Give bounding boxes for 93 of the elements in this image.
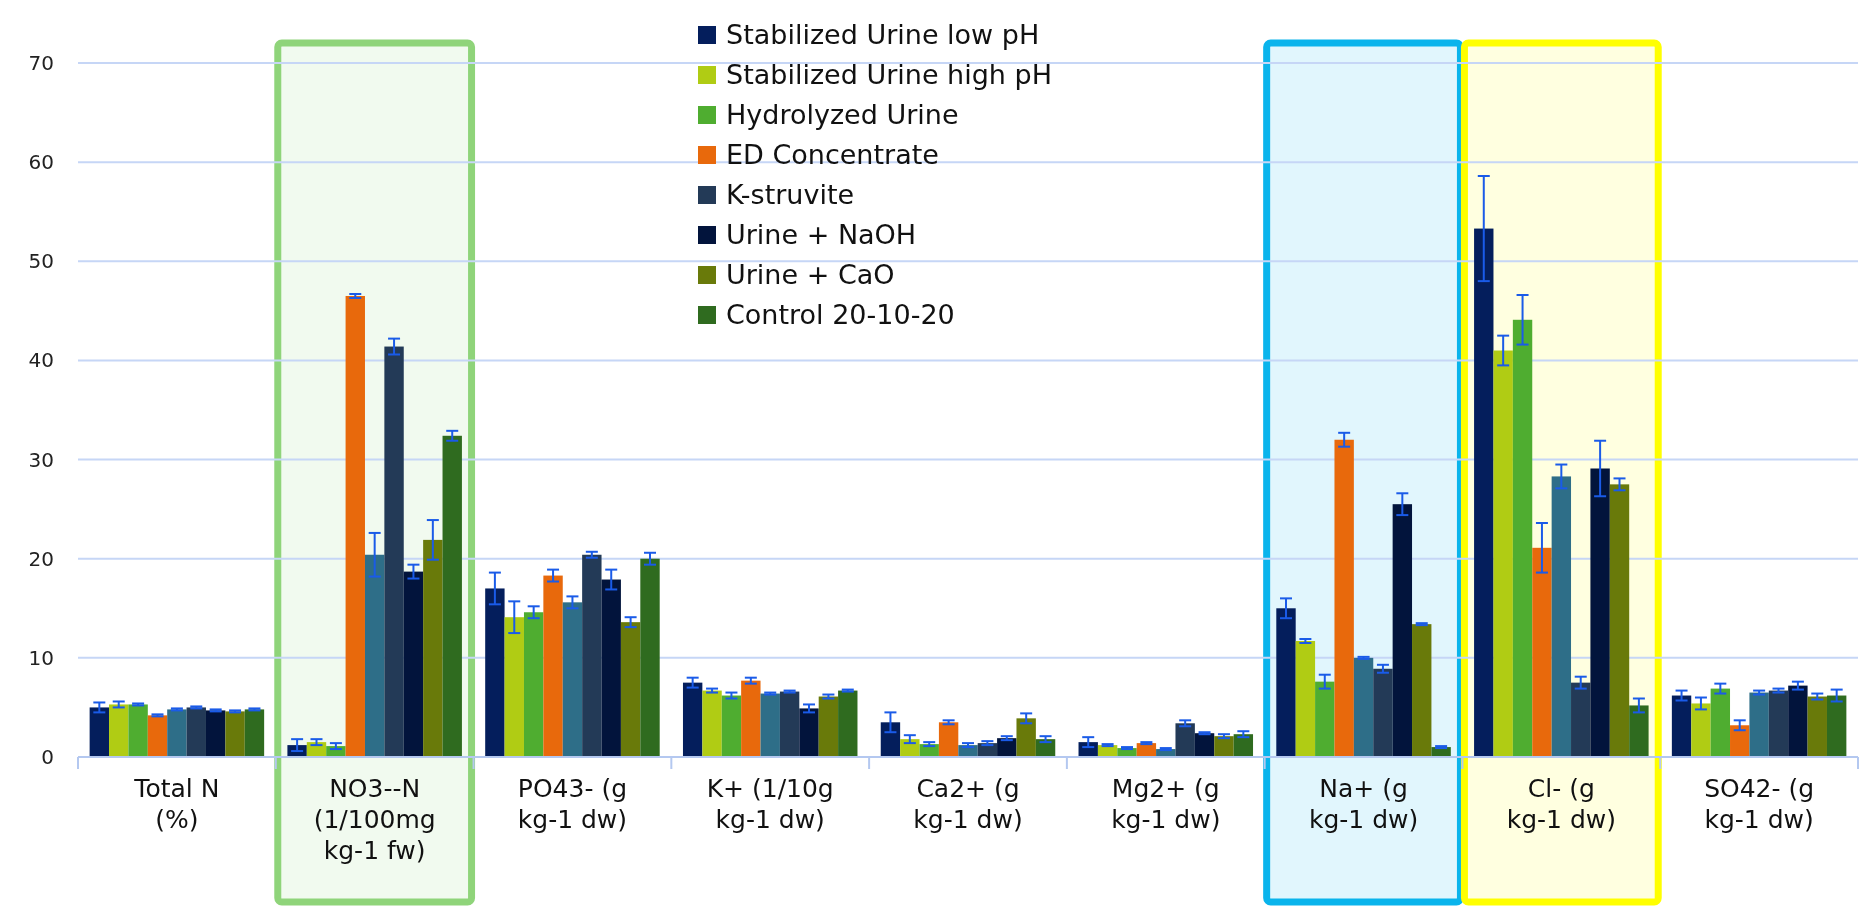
legend-label: ED Concentrate [726,139,939,171]
bar [682,682,703,757]
bar [818,696,839,757]
bar [1315,681,1335,757]
legend-label: Urine + CaO [726,259,895,291]
bar [760,693,780,757]
bar [582,554,602,757]
bar [1807,696,1827,757]
x-tick-label: K+ (1/10g kg-1 dw) [706,774,834,834]
bar [244,709,265,757]
bar [1629,705,1649,757]
legend-label: Urine + NaOH [726,219,917,251]
bar [1730,725,1750,757]
bar [1571,682,1591,757]
bar [1214,736,1234,757]
bar [1295,641,1316,757]
bar [640,558,660,757]
x-tick-label: NO3--N (1/100mg kg-1 fw) [313,774,436,865]
x-tick-label: Total N (%) [133,774,220,834]
bar [1474,228,1494,757]
bar [799,708,819,757]
bar [938,722,959,757]
bar [741,680,761,757]
bar [1609,484,1630,757]
bar [1353,657,1374,757]
bar [1671,695,1692,757]
bar [403,571,424,757]
bar [1691,703,1711,757]
bar [1493,350,1513,757]
x-tick-label: Ca2+ (g kg-1 dw) [913,774,1023,834]
bar [1392,504,1413,757]
bar [1749,692,1769,757]
bar [620,622,641,757]
y-tick-label: 40 [28,348,54,373]
bar [1276,608,1296,757]
bar [485,588,505,757]
bar [721,695,742,757]
bar [205,710,226,757]
bar [779,691,800,757]
x-tick-label: SO42- (g kg-1 dw) [1704,774,1815,834]
bar [186,707,206,757]
bar [1233,734,1254,757]
bar [1826,695,1847,757]
y-tick-label: 50 [28,249,54,274]
bar [1532,547,1552,757]
bar [543,575,563,757]
bar [167,709,187,757]
legend-label: Stabilized Urine low pH [726,19,1040,51]
bar [225,711,245,757]
bar [1768,690,1789,757]
bar [1373,668,1393,757]
bar [89,707,110,757]
legend-label: Hydrolyzed Urine [726,99,959,131]
bar [1788,685,1808,757]
bar [1175,723,1195,757]
bar [523,612,544,757]
x-tick-label: Mg2+ (g kg-1 dw) [1111,774,1221,834]
bar [1512,319,1533,757]
bar [1334,439,1354,757]
bar [1710,688,1731,757]
legend-label: K-struvite [726,179,855,211]
bar [364,554,385,757]
bar [1551,476,1572,757]
y-tick-label: 0 [41,745,54,769]
bar [109,704,129,757]
bar [880,722,901,757]
x-tick-label: PO43- (g kg-1 dw) [517,774,628,834]
legend-label: Control 20-10-20 [726,299,955,331]
bar [1016,718,1036,757]
legend-label: Stabilized Urine high pH [726,59,1052,91]
bar [423,539,443,757]
x-tick-label: Cl- (g kg-1 dw) [1506,774,1616,834]
bar [384,346,404,757]
y-tick-label: 70 [28,51,54,75]
bar [442,435,462,757]
bar [997,738,1017,757]
bar [1194,733,1215,757]
y-tick-label: 10 [28,645,54,670]
y-tick-label: 60 [28,150,54,175]
bar [702,690,722,757]
bar [838,690,858,757]
bar [601,579,621,757]
y-tick-label: 20 [28,546,54,571]
bar [345,295,365,757]
bar [1412,624,1432,757]
bar [900,739,920,757]
y-tick-label: 30 [28,447,54,472]
bar [504,617,524,757]
bar [147,715,168,757]
bar [128,704,148,757]
x-tick-label: Na+ (g kg-1 dw) [1308,774,1419,834]
bar [562,602,583,757]
bar [1590,468,1610,757]
